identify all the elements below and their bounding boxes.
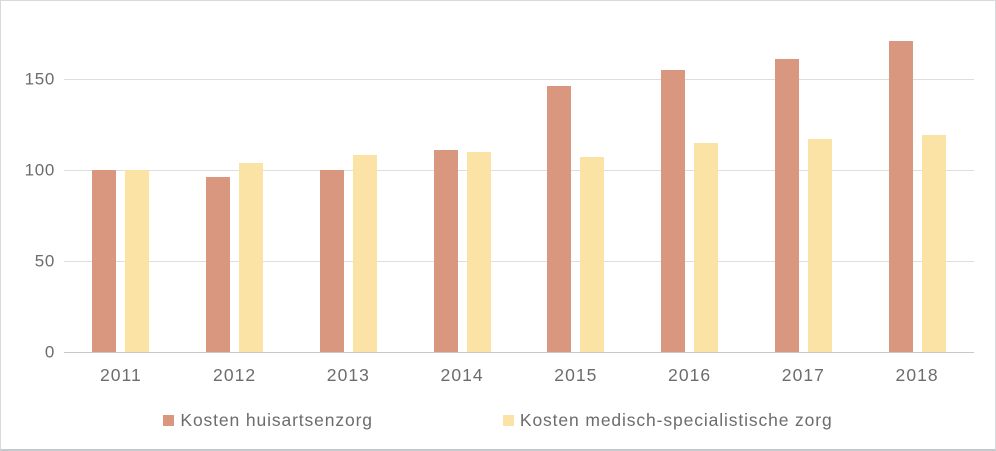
legend-swatch-icon: [163, 415, 175, 427]
gridline: [64, 261, 974, 262]
bar-series: [64, 1, 974, 352]
bar: [661, 70, 686, 352]
x-tick-label: 2016: [668, 365, 712, 385]
y-tick-label: 100: [24, 160, 55, 180]
x-tick-label: 2017: [781, 365, 825, 385]
x-axis-labels: 2011 2012 2013 2014 2015 2016 2017 2018: [64, 365, 974, 386]
bar-group-2016: [633, 70, 747, 352]
bar: [547, 86, 572, 352]
bar: [466, 152, 491, 352]
bar: [774, 59, 799, 352]
gridline: [64, 170, 974, 171]
x-axis-line: [64, 352, 974, 353]
bar: [433, 150, 458, 352]
bar-group-2015: [519, 86, 633, 352]
x-tick-label: 2015: [554, 365, 598, 385]
bar-group-2014: [405, 150, 519, 352]
bar: [580, 157, 605, 352]
legend-item: Kosten medisch-specialistische zorg: [502, 410, 833, 430]
x-tick-label: 2013: [326, 365, 370, 385]
x-tick-label: 2012: [213, 365, 257, 385]
bar-group-2013: [292, 155, 406, 352]
bar-group-2011: [64, 170, 178, 352]
y-tick-label: 50: [34, 251, 55, 271]
bar: [921, 135, 946, 352]
bar: [239, 163, 264, 352]
bar: [92, 170, 117, 352]
y-tick-label: 150: [24, 69, 55, 89]
bar-group-2012: [178, 163, 292, 352]
chart-legend: Kosten huisartsenzorg Kosten medisch-spec…: [1, 410, 995, 430]
bar: [125, 170, 150, 352]
legend-label: Kosten huisartsenzorg: [180, 410, 373, 430]
gridline: [64, 79, 974, 80]
bar: [694, 143, 719, 352]
legend-label: Kosten medisch-specialistische zorg: [519, 410, 833, 430]
bar: [352, 155, 377, 352]
bar-group-2017: [747, 59, 861, 352]
legend-item: Kosten huisartsenzorg: [163, 410, 373, 430]
x-tick-label: 2014: [440, 365, 484, 385]
x-tick-label: 2011: [99, 365, 142, 385]
y-tick-label: 0: [44, 342, 55, 362]
bar: [888, 41, 913, 352]
bar-group-2018: [860, 41, 974, 352]
bar: [319, 170, 344, 352]
x-tick-label: 2018: [895, 365, 939, 385]
legend-swatch-icon: [502, 415, 514, 427]
bar: [807, 139, 832, 352]
bar: [206, 177, 231, 352]
